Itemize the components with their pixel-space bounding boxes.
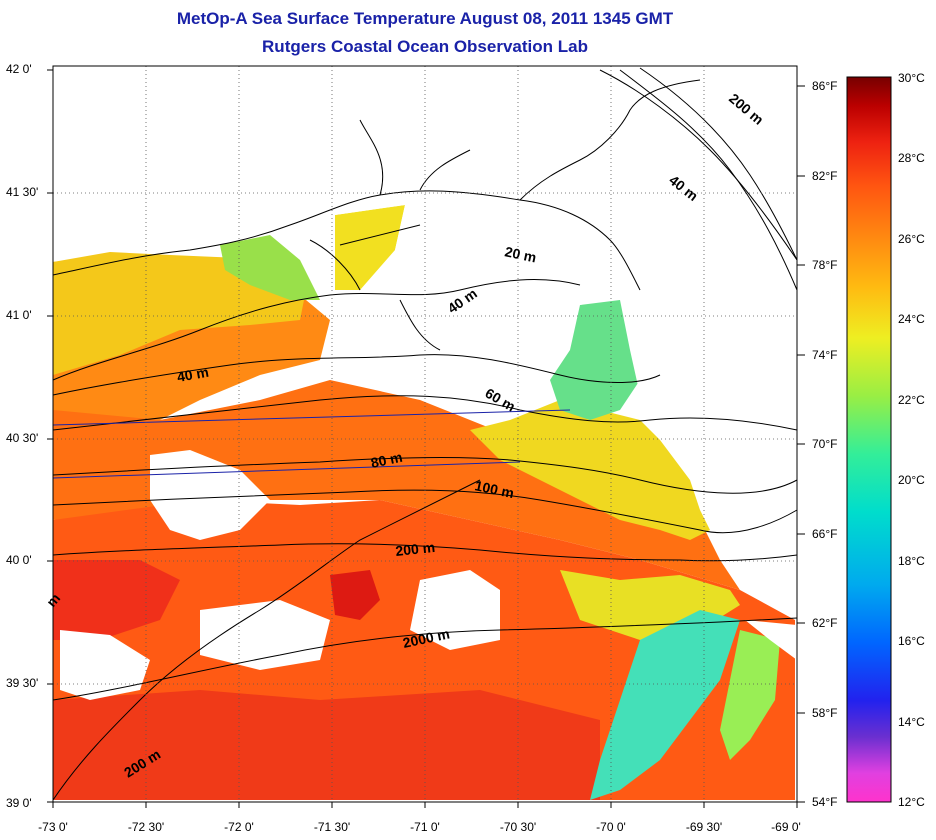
sst-cyan-south [590, 610, 740, 800]
lon-label: -70 30' [499, 820, 537, 834]
fahrenheit-label: 54°F [812, 795, 838, 809]
sst-red-patch [330, 570, 380, 620]
ship-tracks [52, 409, 571, 479]
sst-deep-red [53, 560, 180, 640]
lat-label: 42 0' [6, 62, 32, 76]
fahrenheit-label: 86°F [812, 79, 838, 93]
coastline-contours [52, 67, 798, 801]
contour-label: 20 m [503, 243, 538, 265]
cloud-mask-3 [60, 630, 150, 700]
fahrenheit-label: 58°F [812, 706, 838, 720]
fahrenheit-label: 70°F [812, 437, 838, 451]
lon-label: -69 30' [685, 820, 723, 834]
map-subtitle: Rutgers Coastal Ocean Observation Lab [262, 37, 588, 56]
land-and-clouds-north [53, 66, 797, 600]
contour-label: 60 m [483, 385, 519, 415]
lat-label: 39 0' [6, 796, 32, 810]
celsius-label: 24°C [898, 312, 925, 326]
lat-label: 39 30' [6, 676, 39, 690]
fahrenheit-label: 66°F [812, 527, 838, 541]
lon-label: -70 0' [596, 820, 626, 834]
cloud-mask-east [745, 620, 797, 660]
contour-label: 40 m [176, 364, 210, 385]
contour-label: 200 m [395, 539, 436, 559]
sst-cyan-strip [720, 630, 780, 760]
celsius-label: 14°C [898, 715, 925, 729]
sst-green-nearshore [220, 235, 320, 300]
lat-label: 41 30' [6, 185, 39, 199]
lon-label: -71 0' [410, 820, 440, 834]
celsius-label: 26°C [898, 232, 925, 246]
map-title: MetOp-A Sea Surface Temperature August 0… [176, 9, 674, 28]
cloud-mask-1 [150, 450, 270, 540]
sst-deep-red-2 [53, 690, 600, 800]
sst-yellow-west [53, 252, 305, 375]
celsius-label: 20°C [898, 473, 925, 487]
sst-orange-mid [53, 380, 740, 590]
celsius-label: 16°C [898, 634, 925, 648]
lat-label: 40 30' [6, 431, 39, 445]
lat-label: 40 0' [6, 553, 32, 567]
lon-label: -69 0' [771, 820, 801, 834]
fahrenheit-label: 74°F [812, 348, 838, 362]
colorbar [846, 76, 892, 803]
lon-label: -72 30' [127, 820, 165, 834]
celsius-label: 22°C [898, 393, 925, 407]
lon-label: -73 0' [38, 820, 68, 834]
cloud-mask-4 [200, 600, 330, 670]
cloud-mask-2 [410, 570, 500, 650]
celsius-label: 18°C [898, 554, 925, 568]
lon-label: -71 30' [313, 820, 351, 834]
axis-ticks [47, 69, 805, 808]
contour-label: 80 m [369, 449, 404, 471]
lat-label: 41 0' [6, 308, 32, 322]
celsius-label: 28°C [898, 151, 925, 165]
sst-yellow-bay [335, 205, 405, 290]
celsius-label: 12°C [898, 795, 925, 809]
lon-label: -72 0' [224, 820, 254, 834]
fahrenheit-label: 78°F [812, 258, 838, 272]
sst-green-shoal [550, 295, 640, 420]
celsius-label: 30°C [898, 71, 925, 85]
sst-field [53, 66, 797, 800]
fahrenheit-label: 62°F [812, 616, 838, 630]
fahrenheit-label: 82°F [812, 169, 838, 183]
graticule [53, 66, 797, 802]
